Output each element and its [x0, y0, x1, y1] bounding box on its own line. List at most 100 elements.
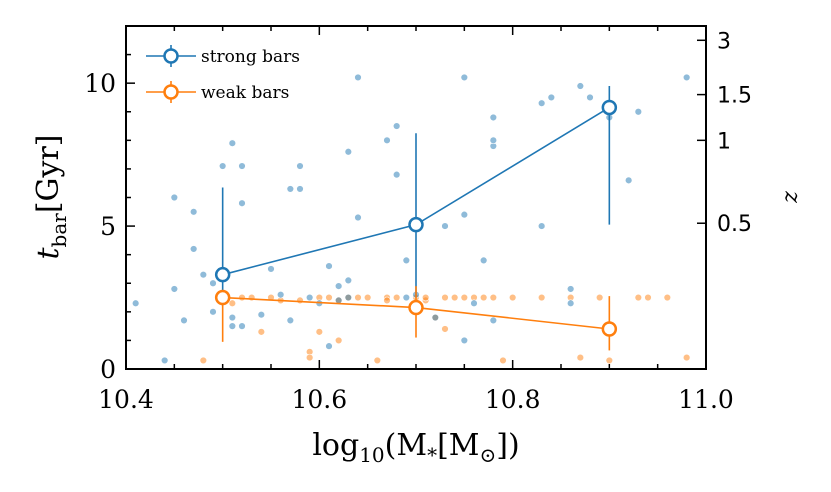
data-point-weak — [441, 293, 449, 302]
data-point-strong — [189, 208, 198, 216]
data-point-strong — [460, 73, 469, 82]
data-point-strong — [402, 293, 411, 302]
data-point-strong — [460, 210, 469, 219]
data-point-strong — [180, 316, 188, 325]
data-point-weak — [325, 293, 333, 302]
legend-strong-marker — [163, 48, 179, 64]
axis-ticks — [125, 25, 707, 370]
data-point-weak — [373, 356, 382, 365]
data-point-strong — [344, 148, 353, 156]
data-point-weak — [460, 293, 469, 302]
data-point-weak — [305, 353, 314, 362]
y-tick-label: 5 — [100, 212, 116, 241]
data-point-strong — [325, 342, 333, 350]
x-tick-label: 11.0 — [678, 385, 734, 414]
data-point-strong — [344, 293, 353, 302]
data-point-strong — [209, 279, 217, 287]
data-point-strong — [238, 322, 246, 330]
y-tick-label: 0 — [100, 355, 116, 384]
binned-point-weak — [214, 289, 231, 306]
data-point-weak — [392, 293, 401, 302]
data-point-strong — [441, 222, 449, 230]
data-point-strong — [228, 139, 237, 147]
data-point-strong — [296, 185, 304, 193]
data-point-weak — [634, 293, 643, 302]
data-point-weak — [605, 356, 614, 365]
data-point-strong — [634, 108, 643, 116]
data-point-strong — [392, 122, 401, 130]
z-axis-label: z — [778, 191, 803, 204]
data-point-weak — [315, 328, 324, 336]
data-point-weak — [479, 293, 488, 302]
data-point-strong — [286, 185, 295, 193]
data-point-weak — [595, 293, 604, 302]
data-point-strong — [392, 170, 401, 179]
data-point-strong — [160, 356, 169, 365]
x-axis-label: log10(M*[M⊙]) — [312, 428, 519, 467]
data-point-weak — [296, 296, 304, 305]
data-point-strong — [238, 162, 246, 170]
data-point-weak — [644, 293, 652, 302]
data-point-strong — [576, 82, 585, 90]
data-point-strong — [131, 299, 140, 307]
data-point-strong — [566, 285, 575, 293]
x-tick-label: 10.8 — [485, 385, 541, 414]
z-tick-label: 1.5 — [717, 84, 752, 109]
data-point-weak — [238, 293, 246, 302]
data-point-strong — [218, 162, 227, 170]
data-point-strong — [431, 313, 440, 322]
data-point-strong — [199, 270, 208, 279]
data-point-weak — [663, 293, 672, 302]
binned-point-strong — [214, 266, 231, 283]
scatter-points — [131, 73, 691, 365]
data-point-strong — [586, 93, 594, 102]
data-point-strong — [267, 265, 275, 273]
y-tick-label: 10 — [84, 69, 116, 98]
data-point-strong — [238, 199, 246, 207]
binned-point-strong — [408, 216, 424, 233]
data-point-weak — [441, 325, 449, 333]
data-point-weak — [682, 353, 691, 362]
data-point-weak — [383, 296, 391, 305]
x-tick-label: 10.6 — [291, 385, 347, 414]
data-point-strong — [334, 282, 343, 290]
data-point-strong — [383, 136, 391, 145]
binned-point-weak — [601, 321, 618, 337]
data-point-strong — [276, 290, 285, 299]
binned-lines — [214, 86, 618, 351]
data-point-strong — [547, 93, 556, 102]
data-point-strong — [296, 162, 304, 170]
data-point-strong — [489, 136, 498, 145]
tick-labels: 10.4 10.6 10.8 11.0 0 5 10 3 1.5 1 0.5 — [84, 29, 752, 414]
data-point-strong — [286, 316, 295, 325]
data-point-strong — [354, 73, 362, 82]
data-point-strong — [402, 256, 411, 265]
data-point-strong — [305, 293, 314, 302]
data-point-strong — [344, 276, 353, 285]
data-point-weak — [363, 293, 372, 302]
data-point-strong — [228, 313, 237, 322]
z-tick-label: 3 — [717, 29, 731, 54]
data-point-weak — [334, 336, 343, 345]
data-point-strong — [682, 73, 691, 82]
data-point-strong — [460, 336, 469, 345]
binned-point-strong — [601, 99, 618, 116]
data-point-strong — [489, 113, 498, 122]
data-point-strong — [470, 299, 478, 307]
data-point-weak — [199, 356, 208, 365]
data-point-strong — [489, 316, 498, 325]
data-point-weak — [421, 293, 430, 302]
data-point-strong — [257, 310, 266, 319]
data-point-strong — [354, 213, 362, 222]
data-point-strong — [624, 176, 633, 185]
data-point-strong — [566, 299, 575, 307]
data-point-weak — [499, 356, 507, 365]
data-point-weak — [257, 328, 266, 336]
data-point-strong — [537, 222, 546, 230]
data-point-strong — [325, 262, 333, 270]
data-point-strong — [170, 193, 179, 202]
data-point-strong — [170, 285, 179, 293]
legend-weak-marker — [163, 84, 179, 100]
data-point-strong — [537, 99, 546, 107]
